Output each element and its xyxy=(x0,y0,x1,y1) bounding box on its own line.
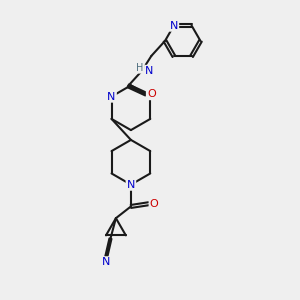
Text: N: N xyxy=(107,92,116,101)
Text: N: N xyxy=(102,257,111,267)
Text: O: O xyxy=(147,89,156,99)
Text: O: O xyxy=(150,199,158,209)
Text: N: N xyxy=(127,180,135,190)
Text: N: N xyxy=(170,21,178,31)
Text: H: H xyxy=(136,63,144,73)
Text: N: N xyxy=(145,66,154,76)
